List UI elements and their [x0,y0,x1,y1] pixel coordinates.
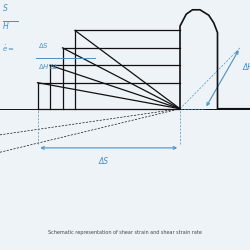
Text: $\dot{e}=$: $\dot{e}=$ [2,44,15,54]
Text: $S$: $S$ [2,2,9,13]
Text: $\Delta S$: $\Delta S$ [38,41,48,50]
Text: $\Delta H \, \Delta t$: $\Delta H \, \Delta t$ [38,61,58,71]
Text: ΔS: ΔS [99,156,109,166]
Text: $H$: $H$ [2,20,10,30]
Text: ΔH: ΔH [242,63,250,72]
Text: Schematic representation of shear strain and shear strain rate: Schematic representation of shear strain… [48,230,202,234]
